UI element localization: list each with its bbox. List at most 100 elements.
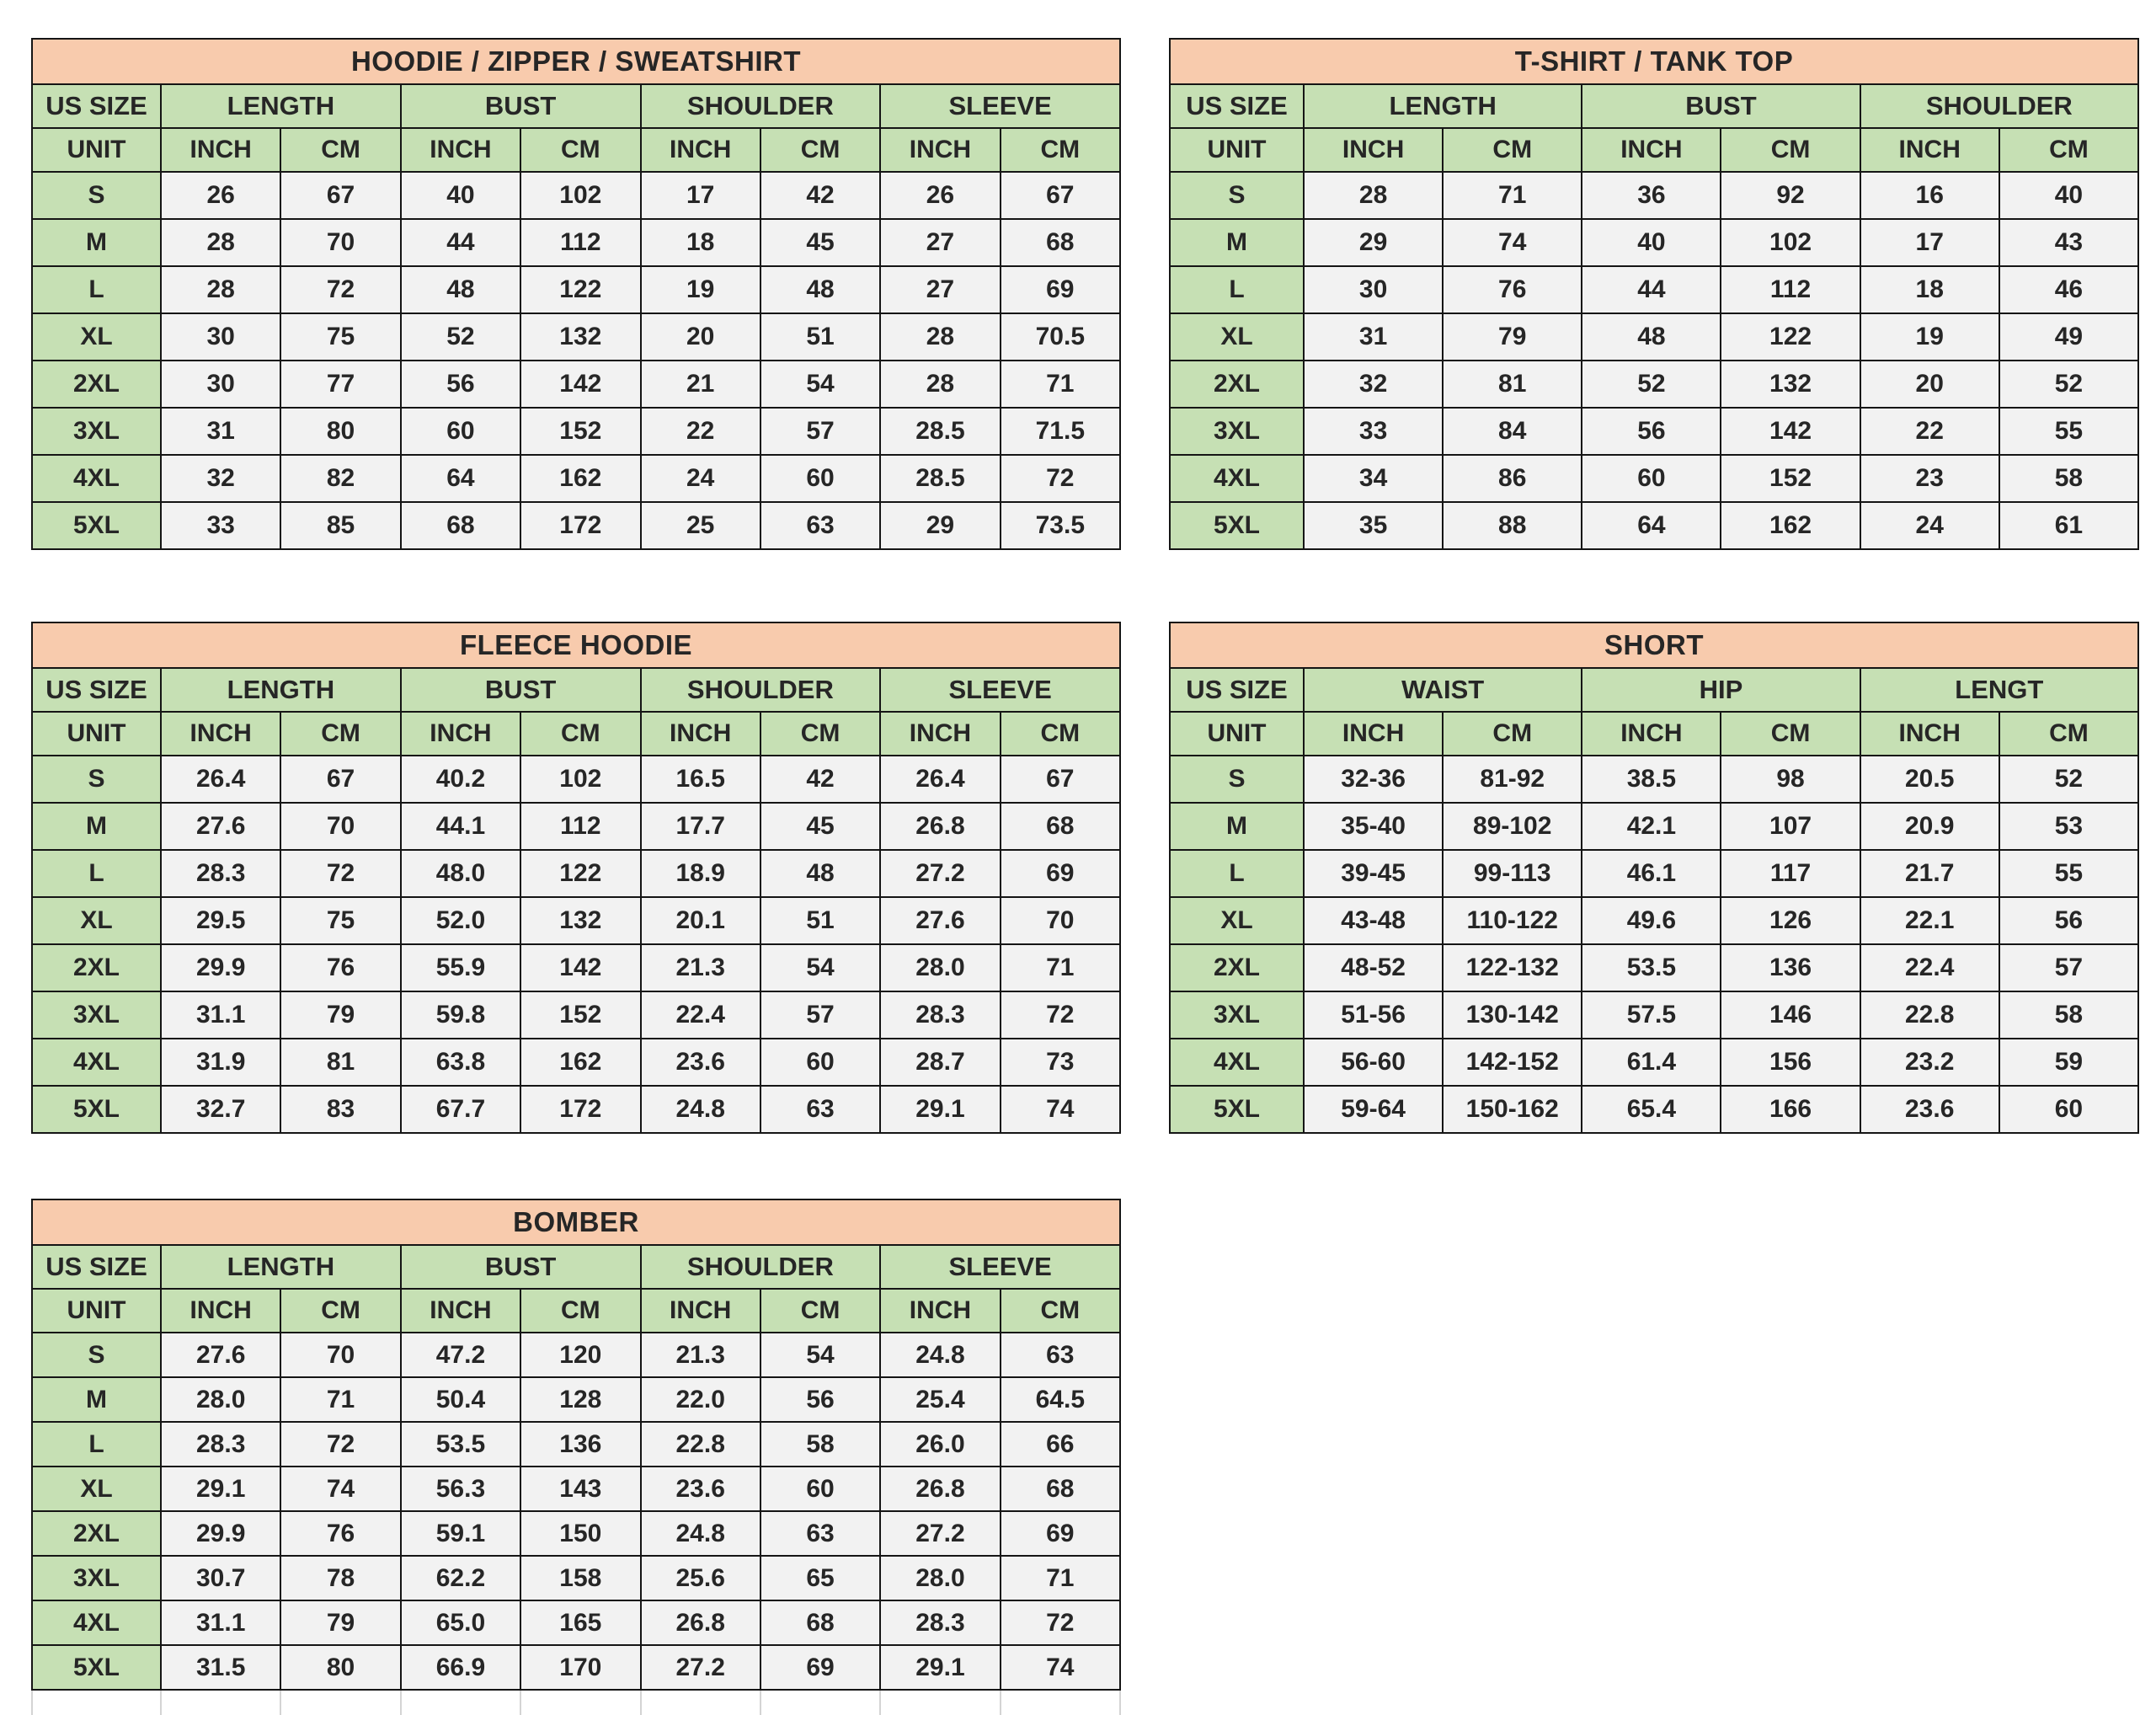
- value-cell: 24.8: [639, 1085, 761, 1134]
- value-cell: 65.0: [399, 1600, 522, 1646]
- value-cell: 158: [520, 1555, 642, 1601]
- value-cell: 57.5: [1581, 991, 1722, 1039]
- cm-header: CM: [999, 127, 1122, 173]
- value-cell: 22.4: [1859, 943, 2000, 992]
- value-cell: 31.9: [159, 1038, 282, 1087]
- value-cell: 26.8: [639, 1600, 761, 1646]
- value-cell: 74: [280, 1466, 402, 1512]
- group-header-row: US SIZE WAIST HIP LENGT: [1169, 667, 2140, 713]
- value-cell: 56-60: [1302, 1038, 1444, 1087]
- column-header-length: LENGT: [1859, 667, 2140, 713]
- value-cell: 42.1: [1581, 802, 1722, 851]
- empty-cell: [399, 1689, 522, 1715]
- unit-header-row: UNIT INCH CM INCH CM INCH CM: [1169, 711, 2140, 756]
- value-cell: 18.9: [639, 849, 761, 898]
- value-cell: 48: [1581, 313, 1722, 361]
- value-cell: 38.5: [1581, 755, 1722, 804]
- size-cell: XL: [1169, 896, 1305, 945]
- inch-header: INCH: [639, 1288, 761, 1333]
- value-cell: 28: [159, 265, 282, 314]
- value-cell: 72: [999, 454, 1122, 503]
- value-cell: 126: [1720, 896, 1861, 945]
- cm-header: CM: [280, 1288, 402, 1333]
- value-cell: 52: [1998, 360, 2140, 409]
- cm-header: CM: [1720, 127, 1861, 173]
- column-header-length: LENGTH: [160, 83, 402, 129]
- table-row: 4XL 34 86 60 152 23 58: [1169, 454, 2140, 503]
- value-cell: 27.6: [159, 802, 282, 851]
- table-title-row: HOODIE / ZIPPER / SWEATSHIRT: [31, 38, 1121, 85]
- table-title-row: FLEECE HOODIE: [31, 622, 1121, 669]
- value-cell: 18: [639, 218, 761, 267]
- value-cell: 33: [159, 501, 282, 550]
- value-cell: 165: [520, 1600, 642, 1646]
- value-cell: 19: [639, 265, 761, 314]
- value-cell: 52: [1998, 755, 2140, 804]
- value-cell: 81: [1442, 360, 1583, 409]
- value-cell: 59.8: [399, 991, 522, 1039]
- table-row: 2XL 48-52 122-132 53.5 136 22.4 57: [1169, 943, 2140, 992]
- value-cell: 57: [759, 991, 882, 1039]
- value-cell: 19: [1859, 313, 2000, 361]
- size-cell: S: [1169, 171, 1305, 220]
- value-cell: 143: [520, 1466, 642, 1512]
- value-cell: 107: [1720, 802, 1861, 851]
- empty-cell: [520, 1689, 642, 1715]
- value-cell: 26.0: [879, 1421, 1001, 1467]
- value-cell: 56: [759, 1376, 882, 1423]
- unit-header: UNIT: [1169, 127, 1305, 173]
- value-cell: 120: [520, 1332, 642, 1378]
- value-cell: 166: [1720, 1085, 1861, 1134]
- unit-header-row: UNIT INCH CM INCH CM INCH CM INCH CM: [31, 1288, 1122, 1333]
- value-cell: 27: [879, 265, 1001, 314]
- table-row: XL 43-48 110-122 49.6 126 22.1 56: [1169, 896, 2140, 945]
- column-header-bust: BUST: [1581, 83, 1861, 129]
- value-cell: 44.1: [399, 802, 522, 851]
- table-body: S 28 71 36 92 16 40 M 29 74 40 102 17 43 L 30 76 44 112 18 4…: [1169, 171, 2140, 550]
- value-cell: 44: [1581, 265, 1722, 314]
- value-cell: 56: [1998, 896, 2140, 945]
- value-cell: 60: [1581, 454, 1722, 503]
- empty-cell: [31, 1689, 162, 1715]
- table-row: 5XL 35 88 64 162 24 61: [1169, 501, 2140, 550]
- value-cell: 67: [999, 755, 1122, 804]
- value-cell: 68: [999, 802, 1122, 851]
- value-cell: 98: [1720, 755, 1861, 804]
- size-table-hoodie-zipper-sweatshirt: HOODIE / ZIPPER / SWEATSHIRT US SIZE LEN…: [31, 38, 1122, 550]
- value-cell: 57: [759, 407, 882, 456]
- value-cell: 31.1: [159, 991, 282, 1039]
- size-cell: L: [31, 1421, 162, 1467]
- value-cell: 18: [1859, 265, 2000, 314]
- value-cell: 54: [759, 1332, 882, 1378]
- table-row: S 27.6 70 47.2 120 21.3 54 24.8 63: [31, 1332, 1122, 1378]
- size-cell: L: [1169, 265, 1305, 314]
- value-cell: 71: [1442, 171, 1583, 220]
- value-cell: 27.2: [879, 849, 1001, 898]
- size-cell: 2XL: [31, 1510, 162, 1557]
- value-cell: 152: [1720, 454, 1861, 503]
- inch-header: INCH: [639, 127, 761, 173]
- table-row: 4XL 31.9 81 63.8 162 23.6 60 28.7 73: [31, 1038, 1122, 1087]
- value-cell: 162: [520, 454, 642, 503]
- size-cell: S: [1169, 755, 1305, 804]
- value-cell: 62.2: [399, 1555, 522, 1601]
- value-cell: 142-152: [1442, 1038, 1583, 1087]
- cm-header: CM: [759, 1288, 882, 1333]
- value-cell: 132: [1720, 360, 1861, 409]
- value-cell: 31.1: [159, 1600, 282, 1646]
- table-body: S 26 67 40 102 17 42 26 67 M 28 70 44 112 18 45 27 68 L 28 7…: [31, 171, 1122, 550]
- value-cell: 72: [999, 991, 1122, 1039]
- table-row: L 28.3 72 48.0 122 18.9 48 27.2 69: [31, 849, 1122, 898]
- value-cell: 60: [1998, 1085, 2140, 1134]
- value-cell: 30.7: [159, 1555, 282, 1601]
- value-cell: 23.6: [639, 1466, 761, 1512]
- us-size-header: US SIZE: [31, 83, 162, 129]
- value-cell: 122: [1720, 313, 1861, 361]
- value-cell: 112: [520, 218, 642, 267]
- value-cell: 71: [280, 1376, 402, 1423]
- value-cell: 60: [759, 1466, 882, 1512]
- value-cell: 69: [999, 1510, 1122, 1557]
- table-row: 3XL 30.7 78 62.2 158 25.6 65 28.0 71: [31, 1555, 1122, 1601]
- table-title: FLEECE HOODIE: [31, 622, 1121, 669]
- value-cell: 122: [520, 265, 642, 314]
